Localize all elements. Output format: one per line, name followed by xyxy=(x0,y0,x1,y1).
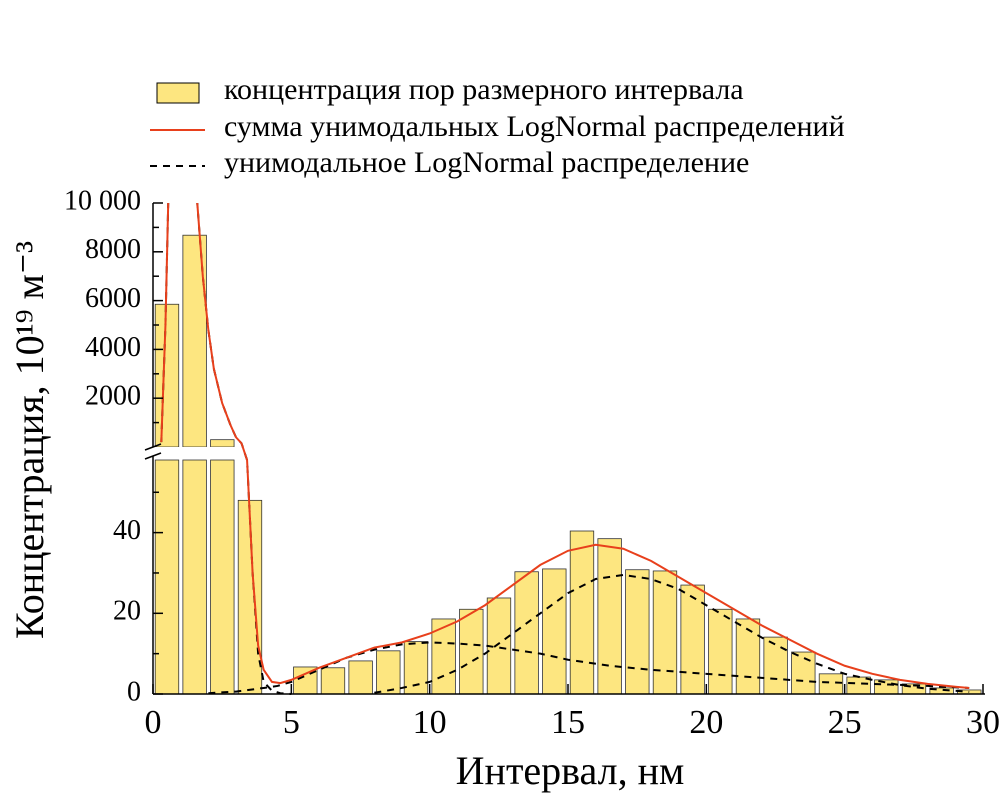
bar xyxy=(818,673,844,695)
bar xyxy=(459,608,484,695)
bar xyxy=(874,679,899,695)
x-tick-label: 10 xyxy=(413,704,447,741)
x-axis-label: Интервал, нм xyxy=(456,748,685,793)
bar xyxy=(708,608,733,695)
bar xyxy=(210,439,235,448)
bar xyxy=(597,538,622,695)
legend-swatch-bars xyxy=(156,82,200,104)
bar xyxy=(514,571,539,695)
y-tick-label: 10 000 xyxy=(64,185,141,216)
axis-break-gap xyxy=(145,447,240,456)
legend-label: унимодальное LogNormal распределение xyxy=(224,146,749,179)
bar xyxy=(652,570,678,695)
bar xyxy=(348,660,373,695)
x-tick-label: 20 xyxy=(689,704,723,741)
curves xyxy=(160,203,970,695)
component-curve xyxy=(374,573,970,694)
y-tick-label: 20 xyxy=(113,596,141,627)
x-tick-label: 25 xyxy=(828,704,862,741)
axes: 0 20 40 2000 4000 6000 8000 10 000 0 5 10 15 20 25 30 xyxy=(64,185,1000,740)
bar xyxy=(403,641,429,695)
bar xyxy=(625,569,650,695)
bar xyxy=(210,459,235,695)
x-tick-label: 0 xyxy=(145,704,162,741)
y-tick-label: 0 xyxy=(127,676,141,707)
y-tick-label: 2000 xyxy=(85,381,141,412)
bar xyxy=(154,459,180,695)
y-tick-label: 6000 xyxy=(85,283,141,314)
legend-label: сумма унимодальных LogNormal распределен… xyxy=(224,110,845,143)
x-tick-label: 15 xyxy=(551,704,585,741)
legend-label: концентрация пор размерного интервала xyxy=(224,73,744,106)
x-tick-label: 5 xyxy=(283,704,300,741)
x-tick-label: 30 xyxy=(966,704,1000,741)
bar xyxy=(542,568,567,695)
bars xyxy=(154,234,982,695)
bar xyxy=(320,667,346,695)
component-curve xyxy=(208,641,970,695)
y-tick-label: 8000 xyxy=(85,234,141,265)
bar xyxy=(763,636,788,695)
bar xyxy=(569,530,595,695)
y-tick-label: 4000 xyxy=(85,332,141,363)
sum-curve xyxy=(160,203,970,689)
y-tick-label: 40 xyxy=(113,515,141,546)
bar xyxy=(182,459,207,695)
y-axis-label: Концентрация, 10¹⁹ м⁻³ xyxy=(7,241,52,639)
bar xyxy=(376,650,401,695)
bar xyxy=(791,651,816,695)
bar xyxy=(680,584,705,695)
